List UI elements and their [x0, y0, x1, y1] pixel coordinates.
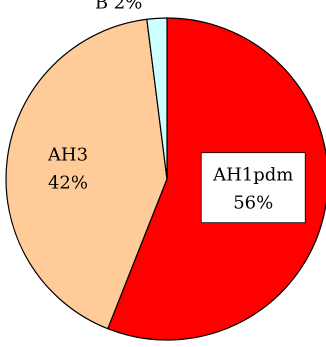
slice-value-ah1pdm: 56%	[233, 193, 273, 214]
slice-label-b: B 2%	[95, 0, 143, 13]
pie-slice-ah3	[5, 18, 168, 330]
label-box-ah1pdm	[200, 152, 306, 224]
pie-slice-b	[146, 17, 168, 180]
slice-value-ah3: 42%	[48, 172, 88, 193]
pie-labels: AH1pdm 56% AH3 42% B 2%	[47, 0, 306, 224]
slice-label-ah3: AH3	[47, 144, 88, 165]
slice-label-ah1pdm: AH1pdm	[212, 165, 293, 186]
